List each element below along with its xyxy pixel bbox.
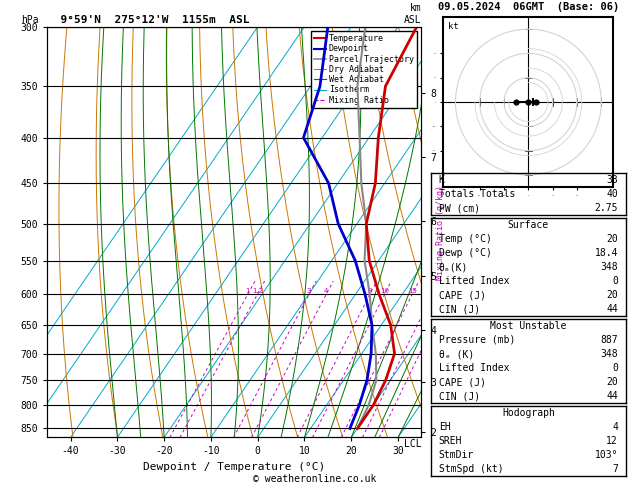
Text: 15: 15 — [408, 288, 417, 294]
Text: Dewp (°C): Dewp (°C) — [438, 248, 491, 258]
Text: Temp (°C): Temp (°C) — [438, 234, 491, 244]
Text: 8: 8 — [368, 288, 372, 294]
Text: 20: 20 — [606, 377, 618, 387]
Text: hPa: hPa — [21, 15, 38, 25]
Text: 40: 40 — [606, 189, 618, 199]
Text: 33: 33 — [606, 175, 618, 185]
Text: Pressure (mb): Pressure (mb) — [438, 335, 515, 345]
X-axis label: Dewpoint / Temperature (°C): Dewpoint / Temperature (°C) — [143, 462, 325, 472]
Text: 10: 10 — [381, 288, 389, 294]
Point — [511, 98, 521, 106]
Text: Mixing Ratio (g/kg): Mixing Ratio (g/kg) — [437, 185, 445, 279]
Text: Totals Totals: Totals Totals — [438, 189, 515, 199]
Text: © weatheronline.co.uk: © weatheronline.co.uk — [253, 473, 376, 484]
Text: 9°59'N  275°12'W  1155m  ASL: 9°59'N 275°12'W 1155m ASL — [47, 15, 250, 25]
Text: CIN (J): CIN (J) — [438, 391, 480, 401]
Text: 1: 1 — [245, 288, 250, 294]
Text: Hodograph: Hodograph — [502, 408, 555, 418]
Text: 12: 12 — [606, 436, 618, 446]
Text: CAPE (J): CAPE (J) — [438, 377, 486, 387]
Text: PW (cm): PW (cm) — [438, 203, 480, 213]
Text: SREH: SREH — [438, 436, 462, 446]
Text: 4: 4 — [324, 288, 328, 294]
Text: 4: 4 — [612, 422, 618, 432]
Text: θₑ (K): θₑ (K) — [438, 349, 474, 359]
Text: Most Unstable: Most Unstable — [490, 321, 567, 331]
Text: Lifted Index: Lifted Index — [438, 363, 509, 373]
Text: km
ASL: km ASL — [404, 3, 421, 25]
Text: kt: kt — [448, 22, 459, 31]
Text: 0: 0 — [612, 363, 618, 373]
Text: K: K — [438, 175, 445, 185]
Text: θₑ(K): θₑ(K) — [438, 262, 468, 272]
Text: LCL: LCL — [404, 439, 421, 450]
Legend: Temperature, Dewpoint, Parcel Trajectory, Dry Adiabat, Wet Adiabat, Isotherm, Mi: Temperature, Dewpoint, Parcel Trajectory… — [311, 31, 417, 108]
Text: 7: 7 — [612, 464, 618, 474]
Text: 0: 0 — [612, 276, 618, 286]
Text: 44: 44 — [606, 304, 618, 314]
Text: CAPE (J): CAPE (J) — [438, 290, 486, 300]
Text: 348: 348 — [601, 262, 618, 272]
Text: 09.05.2024  06GMT  (Base: 06): 09.05.2024 06GMT (Base: 06) — [438, 2, 619, 12]
Text: StmSpd (kt): StmSpd (kt) — [438, 464, 503, 474]
Text: CIN (J): CIN (J) — [438, 304, 480, 314]
Text: EH: EH — [438, 422, 450, 432]
Text: StmDir: StmDir — [438, 450, 474, 460]
Text: 887: 887 — [601, 335, 618, 345]
Text: 44: 44 — [606, 391, 618, 401]
Text: 1.2: 1.2 — [252, 288, 263, 294]
Text: 348: 348 — [601, 349, 618, 359]
Text: 18.4: 18.4 — [594, 248, 618, 258]
Text: 20: 20 — [606, 290, 618, 300]
Point — [523, 98, 533, 106]
Text: Lifted Index: Lifted Index — [438, 276, 509, 286]
Text: 103°: 103° — [594, 450, 618, 460]
Text: 2.75: 2.75 — [594, 203, 618, 213]
Text: 20: 20 — [606, 234, 618, 244]
Point — [528, 98, 538, 106]
Text: Surface: Surface — [508, 220, 549, 230]
Text: 3: 3 — [307, 288, 311, 294]
Point — [531, 98, 541, 106]
